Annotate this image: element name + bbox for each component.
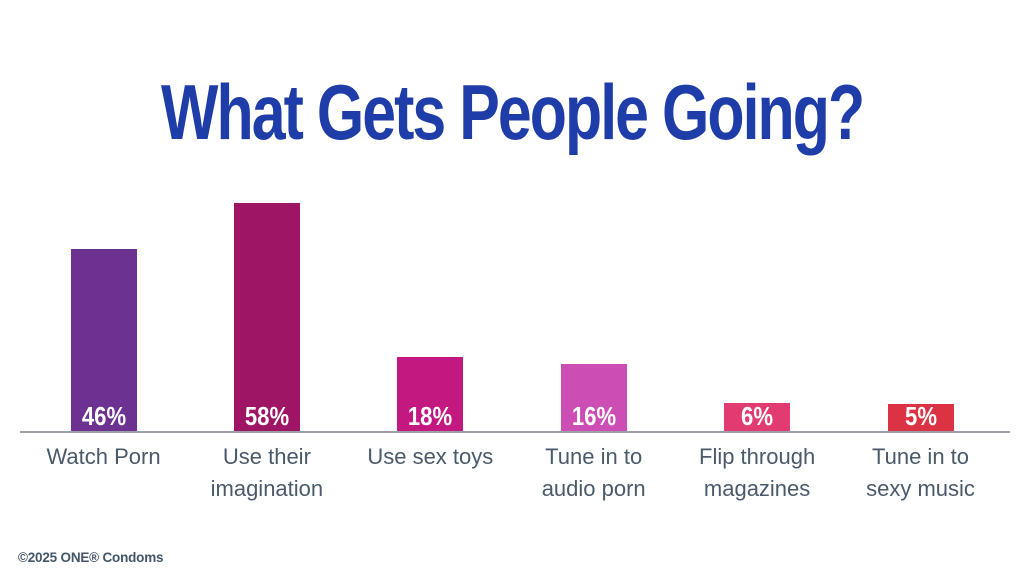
category-label: Watch Porn <box>46 444 161 469</box>
category-label: Tune in to sexy music <box>866 444 975 501</box>
bar-flip-through-magazines: 6% <box>724 401 791 431</box>
chart-title: What Gets People Going? <box>0 68 1024 156</box>
category-label: Use sex toys <box>367 444 494 469</box>
chart-title-text: What Gets People Going? <box>160 68 865 156</box>
x-axis-line <box>20 431 1010 433</box>
bar-tune-in-to-audio-porn: 16% <box>560 364 627 431</box>
bar-value-label: 58% <box>244 401 290 431</box>
bar-value-label: 6% <box>741 401 774 431</box>
bar-value-label: 5% <box>904 401 937 431</box>
category-label: Flip through magazines <box>699 444 816 501</box>
bar-use-their-imagination: 58% <box>233 203 300 431</box>
category-label: Use their imagination <box>210 444 324 501</box>
bar-value-label: 46% <box>81 401 126 431</box>
bar-tune-in-to-sexy-music: 5% <box>887 401 954 431</box>
bar-value-label: 18% <box>408 401 453 431</box>
bar-watch-porn: 46% <box>70 249 137 431</box>
bar-use-sex-toys: 18% <box>397 357 464 431</box>
bar-value-label: 16% <box>571 401 616 431</box>
category-label: Tune in to audio porn <box>541 444 646 501</box>
copyright-text: ©2025 ONE® Condoms <box>18 550 164 565</box>
